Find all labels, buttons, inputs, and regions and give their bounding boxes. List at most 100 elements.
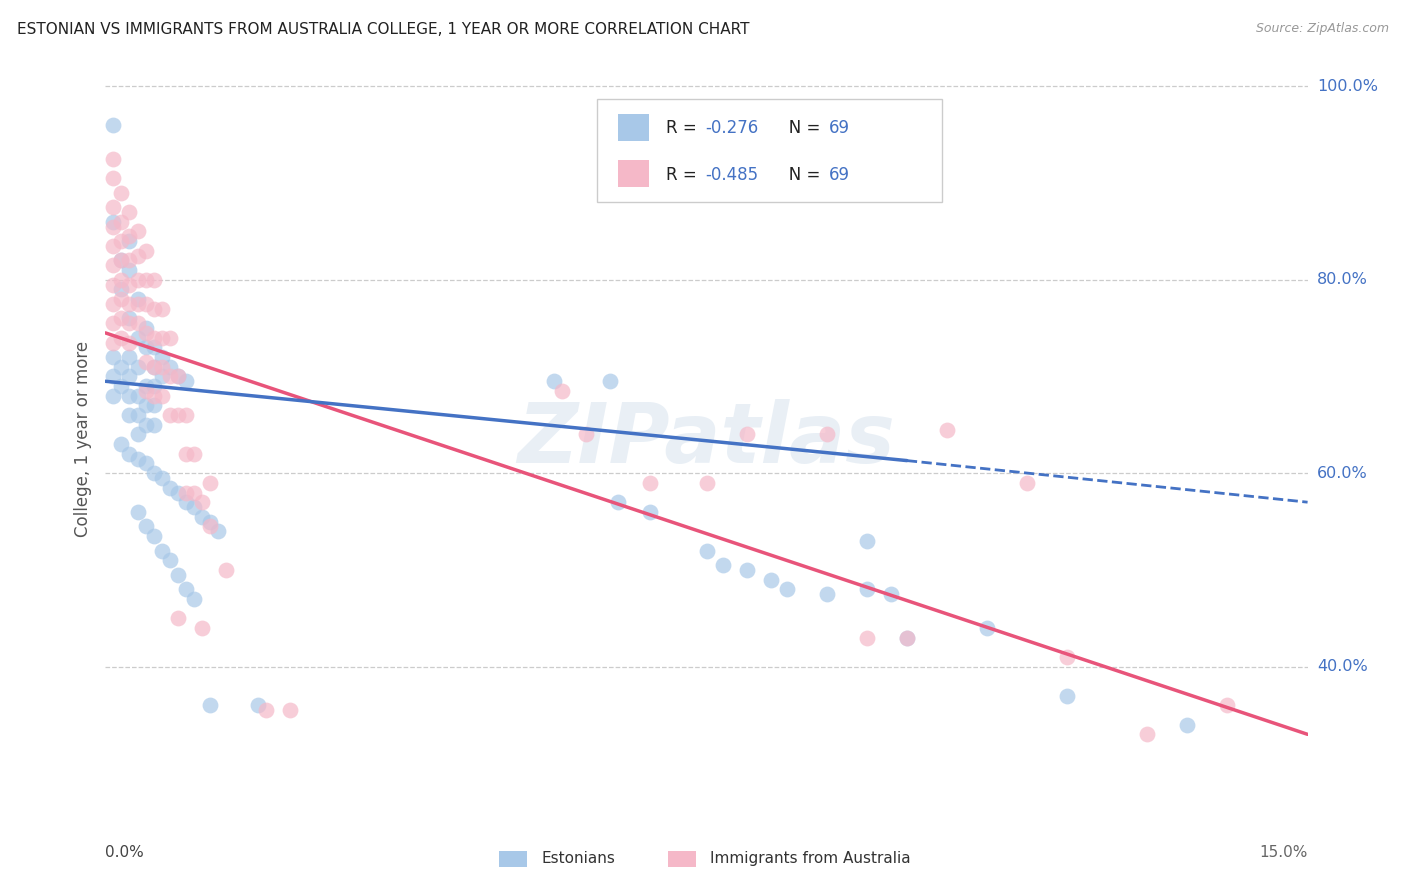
Point [776, 582, 799, 597]
Text: 60.0%: 60.0% [1317, 466, 1368, 481]
Point [150, 350, 173, 364]
Point [127, 248, 149, 262]
Point [543, 374, 565, 388]
Point [110, 253, 132, 268]
Point [103, 171, 125, 186]
Point [103, 200, 125, 214]
Text: 69: 69 [830, 166, 851, 184]
Point [110, 253, 132, 268]
Point [142, 340, 165, 354]
Point [183, 591, 205, 606]
Point [110, 359, 132, 374]
Point [735, 427, 758, 442]
Point [103, 316, 125, 330]
Point [198, 698, 221, 713]
Point [174, 582, 197, 597]
Point [110, 215, 132, 229]
Point [198, 515, 221, 529]
Point [103, 297, 125, 311]
Point [735, 563, 758, 577]
Point [135, 384, 157, 398]
Point [183, 485, 205, 500]
Point [142, 301, 165, 316]
Point [118, 447, 141, 461]
Point [166, 369, 188, 384]
Point [142, 379, 165, 393]
Point [696, 543, 718, 558]
Point [110, 331, 132, 345]
Point [207, 524, 229, 539]
Point [127, 331, 149, 345]
Point [103, 118, 125, 132]
Point [135, 340, 157, 354]
Point [135, 417, 157, 432]
Point [815, 427, 838, 442]
Point [110, 292, 132, 306]
Point [880, 587, 903, 601]
Text: 0.0%: 0.0% [105, 846, 145, 860]
Point [166, 567, 188, 582]
Point [551, 384, 574, 398]
Point [103, 258, 125, 272]
Point [150, 331, 173, 345]
Point [118, 205, 141, 219]
Point [150, 301, 173, 316]
Point [142, 529, 165, 543]
Text: R =: R = [666, 166, 702, 184]
Point [142, 359, 165, 374]
Point [150, 359, 173, 374]
Point [103, 369, 125, 384]
Point [190, 621, 212, 635]
Point [150, 543, 173, 558]
Point [142, 466, 165, 480]
Point [110, 282, 132, 296]
Text: Immigrants from Australia: Immigrants from Australia [710, 852, 911, 866]
Point [110, 379, 132, 393]
Point [166, 611, 188, 625]
Point [135, 321, 157, 335]
Point [110, 186, 132, 200]
Point [159, 331, 181, 345]
Point [135, 355, 157, 369]
Point [135, 326, 157, 340]
Text: -0.276: -0.276 [706, 119, 759, 136]
Point [135, 457, 157, 471]
Point [815, 587, 838, 601]
Point [103, 350, 125, 364]
Point [159, 408, 181, 422]
Point [190, 509, 212, 524]
Point [110, 311, 132, 326]
Point [190, 495, 212, 509]
Point [166, 408, 188, 422]
Point [1056, 649, 1078, 664]
Text: R =: R = [666, 119, 702, 136]
Point [127, 451, 149, 466]
Point [1017, 475, 1039, 490]
Point [150, 471, 173, 485]
Point [118, 350, 141, 364]
Point [118, 311, 141, 326]
Point [198, 519, 221, 533]
Point [118, 369, 141, 384]
Point [135, 273, 157, 287]
Point [575, 427, 598, 442]
Point [118, 389, 141, 403]
Text: Source: ZipAtlas.com: Source: ZipAtlas.com [1256, 22, 1389, 36]
Point [278, 703, 301, 717]
Point [142, 417, 165, 432]
Point [150, 389, 173, 403]
Point [110, 437, 132, 451]
Point [640, 475, 662, 490]
Point [135, 399, 157, 413]
Text: ZIPatlas: ZIPatlas [517, 399, 896, 480]
Text: Estonians: Estonians [541, 852, 616, 866]
Point [118, 253, 141, 268]
Point [135, 379, 157, 393]
Point [166, 369, 188, 384]
Y-axis label: College, 1 year or more: College, 1 year or more [73, 342, 91, 537]
Point [198, 475, 221, 490]
Point [159, 481, 181, 495]
Point [607, 495, 630, 509]
Point [142, 359, 165, 374]
Point [166, 485, 188, 500]
